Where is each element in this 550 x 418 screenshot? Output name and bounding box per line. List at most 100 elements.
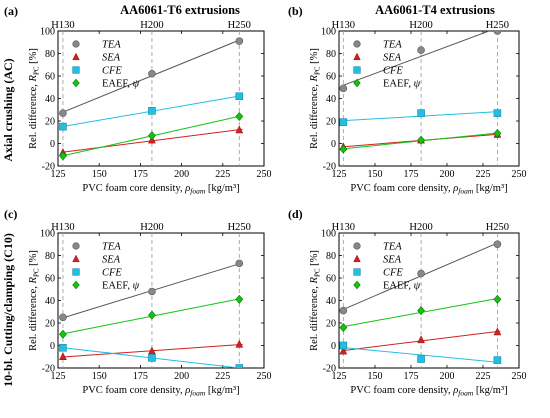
trend-line-cfe — [341, 346, 501, 363]
panel-c: H130 H200 H250 125 150 175 200 225 250 -20 0 20 40 60… — [28, 222, 272, 398]
x-axis-label-text: PVC foam core density, — [350, 183, 453, 194]
legend-label-eaef: EAEF, ψ — [383, 79, 421, 90]
y-tick-label: 40 — [326, 94, 336, 105]
eaef-point — [417, 306, 425, 316]
x-axis-label: PVC foam core density, ρfoam [kg/m³] — [350, 385, 507, 398]
panel-b: H130 H200 H250 125 150 175 200 225 250 -20 0 20 40 60… — [309, 20, 527, 196]
eaef-point — [148, 131, 156, 141]
row-label-c10: 10-bl. Cutting/clamping (C10) — [1, 233, 15, 387]
legend-label-tea: TEA — [383, 40, 402, 51]
x-tick-label: 125 — [51, 371, 66, 382]
col-title-t6: AA6061-T6 extrusions — [120, 3, 240, 17]
y-tick-label: 60 — [45, 274, 55, 285]
eaef-point — [59, 329, 67, 339]
legend-marker-cfe — [353, 66, 361, 74]
plot-area — [59, 37, 244, 161]
cfe-point — [235, 364, 244, 368]
panel-tag-d: (d) — [288, 207, 303, 221]
y-axis-label-text: Rel. difference, — [309, 283, 320, 350]
x-axis-label-sub: foam — [458, 389, 474, 398]
legend: TEA SEA CFE EAEF, ψ — [353, 40, 421, 90]
cfe-point — [493, 356, 502, 364]
legend-label-symbol: ψ — [414, 281, 421, 292]
legend-label-text: EAEF, — [383, 79, 414, 90]
x-tick-label: 225 — [215, 169, 230, 180]
legend-label-sea: SEA — [383, 53, 402, 64]
x-axis-label-unit: [kg/m³] — [473, 385, 507, 396]
ref-label-h130: H130 — [51, 222, 74, 233]
y-tick-label: 0 — [331, 341, 336, 352]
x-axis-label: PVC foam core density, ρfoam [kg/m³] — [350, 183, 507, 196]
x-axis-label: PVC foam core density, ρfoam [kg/m³] — [82, 183, 239, 196]
x-tick-label: 175 — [133, 169, 148, 180]
cfe-point — [339, 118, 348, 126]
y-axis-label-r: R — [28, 74, 39, 82]
x-axis-label-unit: [kg/m³] — [205, 183, 239, 194]
row-label-ac: Axial crushing (AC) — [1, 58, 15, 161]
tea-point — [339, 84, 348, 93]
tea-point — [493, 31, 502, 35]
legend-marker-sea — [72, 52, 80, 61]
x-axis-label-rho: ρ — [184, 183, 190, 194]
legend-marker-tea — [353, 40, 361, 48]
tea-point — [417, 269, 425, 278]
legend-marker-tea — [72, 242, 80, 250]
plot-area — [59, 259, 244, 368]
panel-tag-b: (b) — [288, 4, 303, 18]
eaef-point — [339, 323, 348, 332]
y-tick-label: 40 — [45, 94, 55, 105]
sea-point — [339, 346, 348, 355]
panel-a: H130 H200 H250 125 150 175 200 225 250 -20 0 20 40 60… — [28, 20, 272, 196]
cfe-point — [417, 109, 425, 117]
cfe-point — [59, 122, 67, 131]
y-tick-label: 100 — [321, 229, 336, 240]
ref-label-h200: H200 — [140, 222, 163, 233]
legend-label-eaef: EAEF, ψ — [102, 79, 140, 90]
y-tick-label: 0 — [50, 139, 55, 150]
x-tick-label: 250 — [512, 371, 527, 382]
x-axis-label-unit: [kg/m³] — [205, 385, 239, 396]
x-axis-label-sub: foam — [458, 187, 474, 196]
plot-area — [339, 240, 502, 364]
plot-area — [339, 31, 502, 154]
y-axis-label-sub: PC — [314, 66, 322, 75]
tea-point — [148, 287, 156, 296]
y-tick-label: 80 — [45, 251, 55, 262]
ref-label-h130: H130 — [51, 20, 74, 31]
ref-label-h250: H250 — [228, 20, 251, 31]
legend-label-sea: SEA — [102, 53, 121, 64]
sea-point — [417, 335, 425, 344]
legend-marker-sea — [353, 254, 361, 263]
y-axis-label-text: Rel. difference, — [309, 81, 320, 148]
x-tick-label: 175 — [404, 169, 419, 180]
cfe-point — [339, 341, 348, 350]
ref-label-h250: H250 — [486, 20, 509, 31]
x-tick-label: 200 — [174, 169, 189, 180]
legend-marker-sea — [353, 52, 361, 61]
y-axis-label-unit: [%] — [309, 48, 320, 66]
y-axis-label-unit: [%] — [309, 250, 320, 268]
legend-label-sea: SEA — [383, 255, 402, 266]
x-axis-label-text: PVC foam core density, — [82, 385, 185, 396]
legend-marker-eaef — [72, 280, 80, 290]
trend-line-tea — [341, 31, 491, 87]
x-tick-label: 200 — [440, 169, 455, 180]
x-tick-label: 225 — [476, 169, 491, 180]
y-tick-label: 60 — [326, 72, 336, 83]
legend: TEA SEA CFE EAEF, ψ — [72, 242, 140, 292]
tea-point — [235, 37, 244, 45]
y-tick-label: 20 — [326, 117, 336, 128]
legend: TEA SEA CFE EAEF, ψ — [353, 242, 421, 292]
legend-label-cfe: CFE — [383, 268, 403, 279]
x-axis-label-unit: [kg/m³] — [473, 183, 507, 194]
x-tick-label: 175 — [133, 371, 148, 382]
y-tick-label: 40 — [326, 296, 336, 307]
y-tick-label: 20 — [45, 319, 55, 330]
ref-label-h130: H130 — [332, 222, 355, 233]
legend-label-tea: TEA — [102, 40, 121, 51]
eaef-point — [417, 135, 425, 145]
legend-label-text: EAEF, — [102, 79, 133, 90]
legend-label-cfe: CFE — [102, 66, 122, 77]
x-tick-label: 250 — [257, 169, 272, 180]
